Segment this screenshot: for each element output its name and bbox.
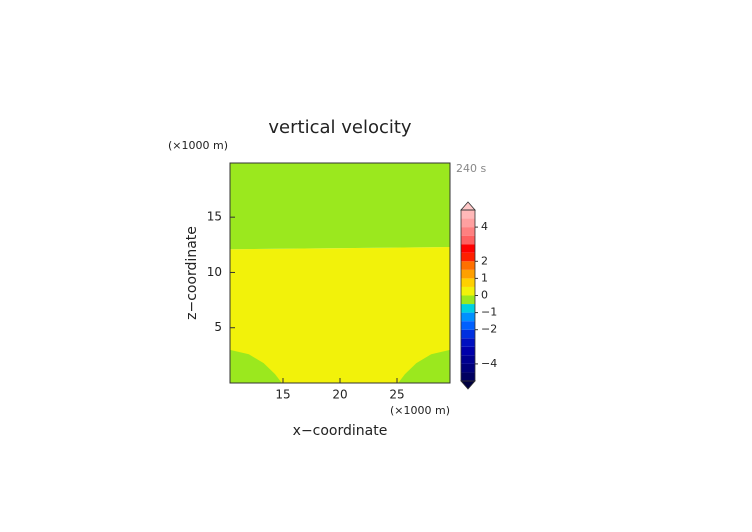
colorbar-band — [461, 235, 475, 245]
colorbar-band — [461, 278, 475, 287]
colorbar-band — [461, 286, 475, 296]
colorbar-tick-label: 2 — [481, 254, 488, 267]
x-tick-label: 20 — [332, 388, 347, 402]
colorbar-tick-label: 0 — [481, 289, 488, 302]
colorbar-band — [461, 244, 475, 253]
time-label: 240 s — [456, 162, 486, 175]
colorbar-band — [461, 321, 475, 330]
colorbar-band — [461, 261, 475, 270]
colorbar-band — [461, 218, 475, 228]
colorbar-band — [461, 329, 475, 339]
colorbar-tick-label: −4 — [481, 357, 497, 370]
y-unit: (×1000 m) — [168, 139, 228, 152]
colorbar-under — [460, 380, 476, 390]
colorbar-band — [461, 355, 475, 364]
contour-region — [230, 247, 450, 383]
x-tick-label: 15 — [275, 388, 290, 402]
colorbar-band — [461, 346, 475, 356]
y-tick-label: 5 — [214, 320, 222, 334]
colorbar-tick-label: 1 — [481, 271, 488, 284]
colorbar-over — [460, 201, 476, 211]
y-tick-label: 10 — [207, 265, 222, 279]
y-tick-label: 15 — [207, 210, 222, 224]
colorbar-band — [461, 304, 475, 313]
colorbar-band — [461, 372, 475, 381]
y-axis-label: z−coordinate — [184, 226, 200, 320]
colorbar-band — [461, 338, 475, 347]
colorbar-band — [461, 363, 475, 373]
colorbar-band — [461, 295, 475, 305]
colorbar-tick-label: −1 — [481, 306, 497, 319]
colorbar-band — [461, 227, 475, 236]
colorbar-band — [461, 269, 475, 279]
contour-region — [230, 349, 282, 383]
chart-title: vertical velocity — [268, 117, 412, 138]
x-tick-label: 25 — [389, 388, 404, 402]
colorbar-band — [461, 252, 475, 262]
x-unit: (×1000 m) — [390, 404, 450, 417]
colorbar-band — [461, 210, 475, 219]
x-axis-label: x−coordinate — [293, 423, 388, 439]
contour-region — [230, 163, 450, 250]
contour-region — [398, 349, 450, 383]
colorbar-band — [461, 312, 475, 322]
colorbar-tick-label: −2 — [481, 323, 497, 336]
colorbar-tick-label: 4 — [481, 220, 488, 233]
